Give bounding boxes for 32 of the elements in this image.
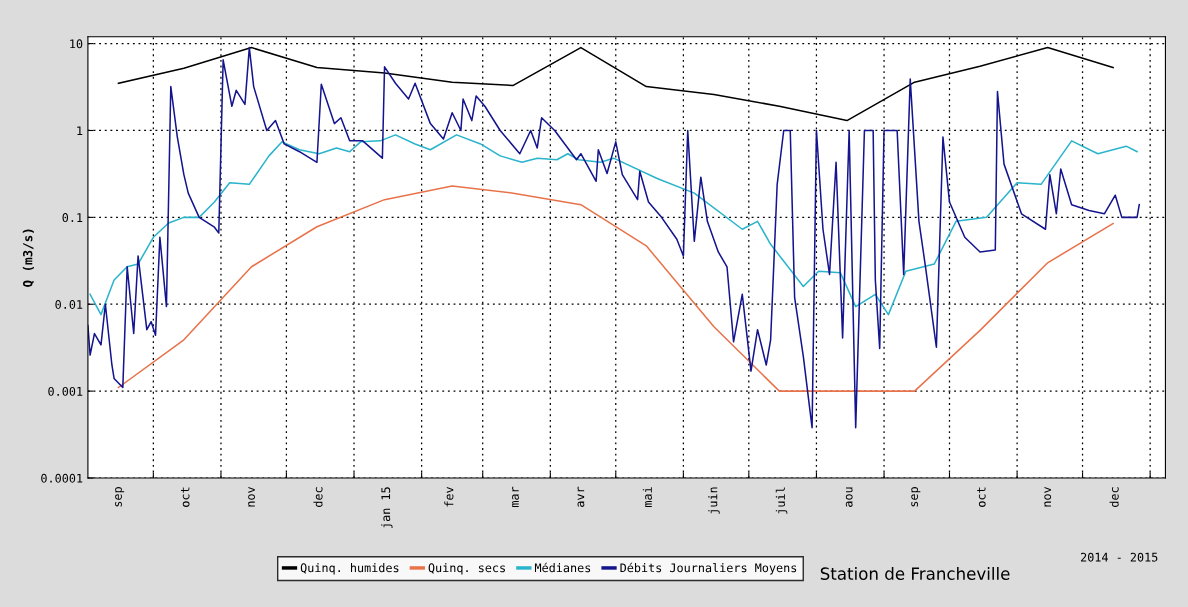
y-tick-label: 1 bbox=[77, 126, 83, 135]
x-tick-label: sep bbox=[115, 487, 125, 507]
line-series bbox=[87, 46, 1141, 429]
x-tick-label: juin bbox=[708, 487, 720, 514]
legend-label: Débits Journaliers Moyens bbox=[620, 562, 797, 575]
y-tick-label: 0.1 bbox=[62, 213, 83, 223]
x-tick-label: mai bbox=[642, 487, 652, 508]
text: Station de Francheville bbox=[820, 567, 1010, 580]
y-tick-label: 0.0001 bbox=[41, 473, 83, 483]
y-tick-label: 0.01 bbox=[55, 300, 83, 309]
y-tick-label: 10 bbox=[70, 39, 83, 49]
line-series bbox=[89, 134, 1138, 316]
x-tick-label: oct bbox=[977, 487, 986, 507]
x-tick-label: jan 15 bbox=[381, 487, 393, 528]
x-tick-label: nov bbox=[1044, 486, 1052, 507]
y-axis-title: Q (m3/s) bbox=[22, 229, 34, 287]
line-series bbox=[117, 185, 1114, 392]
x-tick-label: avr bbox=[577, 486, 585, 507]
x-tick-label: dec bbox=[313, 487, 323, 507]
legend-label: Quinq. humides bbox=[300, 563, 399, 575]
x-tick-label: sep bbox=[911, 487, 921, 507]
x-tick-label: dec bbox=[1109, 487, 1119, 507]
x-tick-label: mar bbox=[512, 486, 519, 508]
legend-label: Quinq. secs bbox=[428, 563, 505, 575]
legend-label: Médianes bbox=[534, 562, 591, 573]
x-tick-label: oct bbox=[181, 487, 190, 507]
x-tick-label: juil bbox=[775, 487, 788, 514]
x-tick-label: nov bbox=[248, 486, 255, 507]
x-tick-label: fev bbox=[444, 486, 454, 507]
text: 2014 - 2015 bbox=[1081, 552, 1158, 562]
y-tick-label: 0.001 bbox=[48, 386, 83, 396]
x-tick-label: aou bbox=[845, 487, 853, 507]
